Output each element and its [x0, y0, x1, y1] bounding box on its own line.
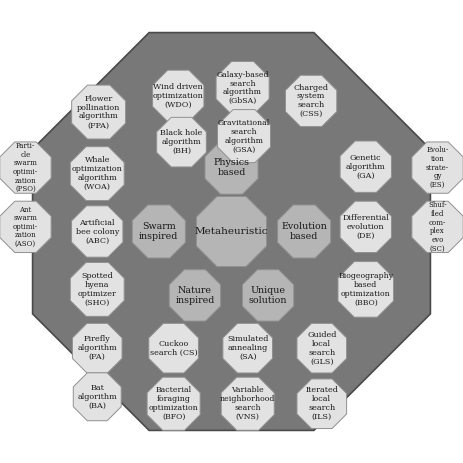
- Text: Guided
local
search
(GLS): Guided local search (GLS): [307, 331, 337, 365]
- Polygon shape: [70, 147, 124, 200]
- Text: Iterated
local
search
(ILS): Iterated local search (ILS): [305, 387, 338, 421]
- Text: Galaxy-based
search
algorithm
(GbSA): Galaxy-based search algorithm (GbSA): [216, 71, 269, 105]
- Text: Physics
based: Physics based: [213, 158, 250, 177]
- Polygon shape: [72, 85, 125, 139]
- Polygon shape: [32, 32, 431, 431]
- Text: Parti-
cle
swarm
optimi-
zation
(PSO): Parti- cle swarm optimi- zation (PSO): [13, 142, 38, 193]
- Text: Biogeography
based
optimization
(BBO): Biogeography based optimization (BBO): [338, 272, 394, 307]
- Polygon shape: [156, 117, 206, 167]
- Text: Metaheuristic: Metaheuristic: [195, 227, 268, 236]
- Text: Artificial
bee colony
(ABC): Artificial bee colony (ABC): [75, 219, 119, 244]
- Polygon shape: [216, 62, 269, 114]
- Polygon shape: [338, 262, 394, 317]
- Text: Wind driven
optimization
(WDO): Wind driven optimization (WDO): [153, 83, 204, 109]
- Text: Shuf-
fled
com-
plex
evo
(SC): Shuf- fled com- plex evo (SC): [428, 201, 447, 252]
- Polygon shape: [147, 377, 200, 430]
- Text: Whale
optimization
algorithm
(WOA): Whale optimization algorithm (WOA): [72, 156, 123, 191]
- Polygon shape: [412, 201, 463, 252]
- Polygon shape: [340, 141, 391, 192]
- Polygon shape: [72, 323, 122, 373]
- Polygon shape: [70, 263, 124, 316]
- Text: Unique
solution: Unique solution: [249, 286, 288, 305]
- Polygon shape: [196, 196, 267, 267]
- Polygon shape: [72, 206, 123, 257]
- Text: Cuckoo
search (CS): Cuckoo search (CS): [150, 340, 198, 357]
- Text: Black hole
algorithm
(BH): Black hole algorithm (BH): [160, 129, 203, 155]
- Text: Simulated
annealing
(SA): Simulated annealing (SA): [227, 335, 269, 361]
- Polygon shape: [223, 323, 273, 373]
- Polygon shape: [243, 270, 294, 321]
- Polygon shape: [278, 205, 331, 258]
- Text: Charged
system
search
(CSS): Charged system search (CSS): [294, 84, 329, 118]
- Text: Evolu-
tion
strate-
gy
(ES): Evolu- tion strate- gy (ES): [426, 146, 449, 189]
- Text: Differential
evolution
(DE): Differential evolution (DE): [343, 214, 389, 240]
- Text: Bat
algorithm
(BA): Bat algorithm (BA): [77, 384, 117, 410]
- Text: Ant
swarm
optimi-
zation
(ASO): Ant swarm optimi- zation (ASO): [13, 206, 38, 248]
- Text: Spotted
hyena
optimizer
(SHO): Spotted hyena optimizer (SHO): [78, 272, 117, 307]
- Polygon shape: [218, 110, 270, 163]
- Polygon shape: [153, 70, 204, 121]
- Text: Genetic
algorithm
(GA): Genetic algorithm (GA): [346, 154, 386, 180]
- Text: Bacterial
foraging
optimization
(BFO): Bacterial foraging optimization (BFO): [149, 387, 199, 421]
- Polygon shape: [169, 270, 220, 321]
- Polygon shape: [221, 377, 274, 430]
- Polygon shape: [340, 201, 391, 252]
- Polygon shape: [412, 142, 463, 193]
- Text: Swarm
inspired: Swarm inspired: [139, 222, 179, 241]
- Text: Evolution
based: Evolution based: [281, 222, 327, 241]
- Text: Firefly
algorithm
(FA): Firefly algorithm (FA): [77, 335, 117, 361]
- Polygon shape: [205, 141, 258, 194]
- Polygon shape: [0, 142, 51, 193]
- Polygon shape: [297, 323, 347, 373]
- Polygon shape: [73, 373, 121, 421]
- Polygon shape: [132, 205, 185, 258]
- Text: Gravitational
search
algorithm
(GSA): Gravitational search algorithm (GSA): [218, 119, 270, 153]
- Text: Flower
pollination
algorithm
(FPA): Flower pollination algorithm (FPA): [77, 95, 120, 129]
- Polygon shape: [0, 201, 51, 252]
- Text: Nature
inspired: Nature inspired: [175, 286, 215, 305]
- Polygon shape: [297, 379, 347, 429]
- Polygon shape: [286, 75, 337, 126]
- Polygon shape: [149, 323, 199, 373]
- Text: Variable
neighborhood
search
(VNS): Variable neighborhood search (VNS): [220, 387, 275, 421]
